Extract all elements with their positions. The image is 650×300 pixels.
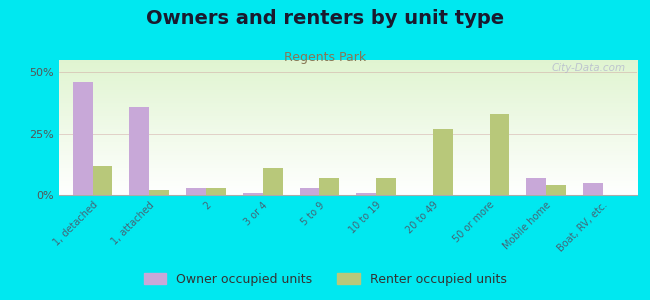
- Bar: [206, 188, 226, 195]
- Bar: [376, 178, 396, 195]
- Bar: [129, 106, 150, 195]
- Bar: [243, 193, 263, 195]
- Bar: [150, 190, 169, 195]
- Bar: [546, 185, 566, 195]
- Bar: [263, 168, 283, 195]
- Bar: [489, 114, 510, 195]
- Bar: [526, 178, 546, 195]
- Bar: [583, 183, 603, 195]
- Text: Regents Park: Regents Park: [284, 51, 366, 64]
- Bar: [319, 178, 339, 195]
- Text: City-Data.com: City-Data.com: [551, 63, 625, 73]
- Bar: [356, 193, 376, 195]
- Bar: [243, 193, 263, 195]
- Bar: [526, 178, 546, 195]
- Bar: [356, 193, 376, 195]
- Bar: [129, 106, 150, 195]
- Bar: [73, 82, 92, 195]
- Bar: [300, 188, 319, 195]
- Bar: [583, 183, 603, 195]
- Bar: [73, 82, 92, 195]
- Bar: [92, 166, 112, 195]
- Bar: [433, 129, 452, 195]
- Bar: [186, 188, 206, 195]
- Bar: [546, 185, 566, 195]
- Bar: [206, 188, 226, 195]
- Bar: [92, 166, 112, 195]
- Bar: [433, 129, 452, 195]
- Bar: [150, 190, 169, 195]
- Bar: [186, 188, 206, 195]
- Text: Owners and renters by unit type: Owners and renters by unit type: [146, 9, 504, 28]
- Bar: [263, 168, 283, 195]
- Legend: Owner occupied units, Renter occupied units: Owner occupied units, Renter occupied un…: [138, 268, 512, 291]
- Bar: [376, 178, 396, 195]
- Bar: [300, 188, 319, 195]
- Bar: [319, 178, 339, 195]
- Bar: [489, 114, 510, 195]
